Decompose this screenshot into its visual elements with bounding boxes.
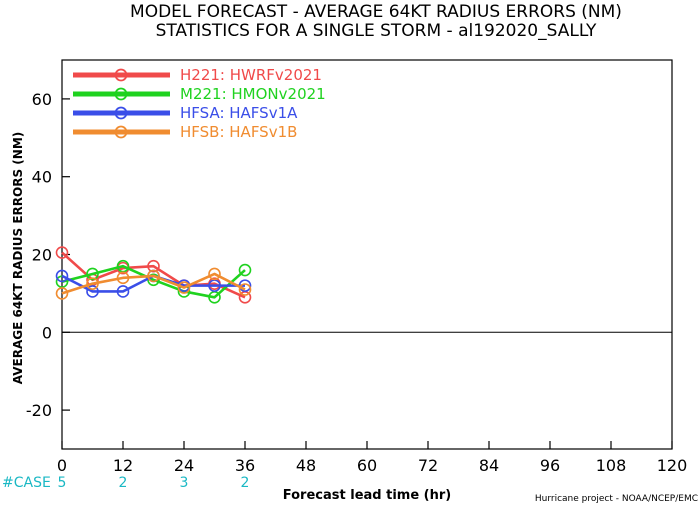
- data-point-marker: [238, 263, 252, 277]
- data-point-marker: [147, 259, 160, 273]
- legend-label: M221: HMONv2021: [180, 85, 326, 103]
- legend-swatch-marker: [114, 68, 128, 82]
- x-axis-label: Forecast lead time (hr): [283, 488, 451, 503]
- x-tick-label: 96: [540, 456, 560, 475]
- x-tick-label: 36: [235, 456, 255, 475]
- y-tick-label: 40: [32, 168, 52, 187]
- data-point-marker: [55, 287, 69, 300]
- series-line: [61, 272, 246, 295]
- x-tick-label: 60: [357, 456, 377, 475]
- data-point-marker: [86, 277, 99, 290]
- case-count: 2: [119, 475, 128, 491]
- data-point-marker: [86, 267, 99, 281]
- legend-label: HFSB: HAFSv1B: [180, 123, 297, 141]
- data-point-marker: [86, 285, 99, 298]
- y-axis: -20 0 20 40 60: [26, 90, 70, 420]
- y-tick-label: 0: [42, 323, 52, 342]
- y-axis-label: AVERAGE 64KT RADIUS ERRORS (NM): [11, 132, 25, 384]
- x-tick-label: 84: [479, 456, 499, 475]
- data-point-marker: [147, 269, 160, 283]
- x-tick-label: 0: [57, 456, 67, 475]
- series-line: [61, 264, 246, 299]
- legend-swatch-marker: [114, 87, 128, 101]
- data-point-marker: [55, 246, 69, 259]
- y-tick-label: 20: [32, 246, 52, 265]
- x-tick-label: 72: [418, 456, 438, 475]
- data-point-marker: [238, 283, 252, 296]
- plot-area-frame: [61, 59, 673, 450]
- chart-subtitle: STATISTICS FOR A SINGLE STORM - al192020…: [156, 21, 597, 41]
- data-point-marker: [177, 281, 191, 294]
- y-tick-label: 60: [32, 90, 52, 109]
- legend-label: HFSA: HAFSv1A: [180, 104, 298, 122]
- x-tick-label: 24: [174, 456, 194, 475]
- legend-swatch-marker: [114, 106, 128, 120]
- case-count: 3: [180, 475, 189, 491]
- x-tick-label: 48: [296, 456, 316, 475]
- x-tick-label: 12: [113, 456, 133, 475]
- x-axis: 0 12 24 36 48 60 72 84 96 108 120: [57, 441, 687, 475]
- x-tick-label: 120: [657, 456, 688, 475]
- legend-swatch-marker: [114, 125, 128, 139]
- legend-label: H221: HWRFv2021: [180, 66, 322, 84]
- y-tick-label: -20: [26, 401, 52, 420]
- case-count-row: #CASE 5 2 3 2: [2, 475, 249, 491]
- data-point-marker: [55, 269, 69, 283]
- case-row-label: #CASE: [2, 475, 51, 491]
- case-count: 2: [241, 475, 250, 491]
- data-point-marker: [116, 285, 130, 298]
- credit-text: Hurricane project - NOAA/NCEP/EMC: [535, 494, 698, 504]
- case-count: 5: [58, 475, 67, 491]
- chart-title: MODEL FORECAST - AVERAGE 64KT RADIUS ERR…: [130, 2, 622, 22]
- data-point-marker: [208, 267, 221, 281]
- data-point-marker: [116, 271, 130, 285]
- x-tick-label: 108: [596, 456, 627, 475]
- series-layer: [55, 246, 252, 304]
